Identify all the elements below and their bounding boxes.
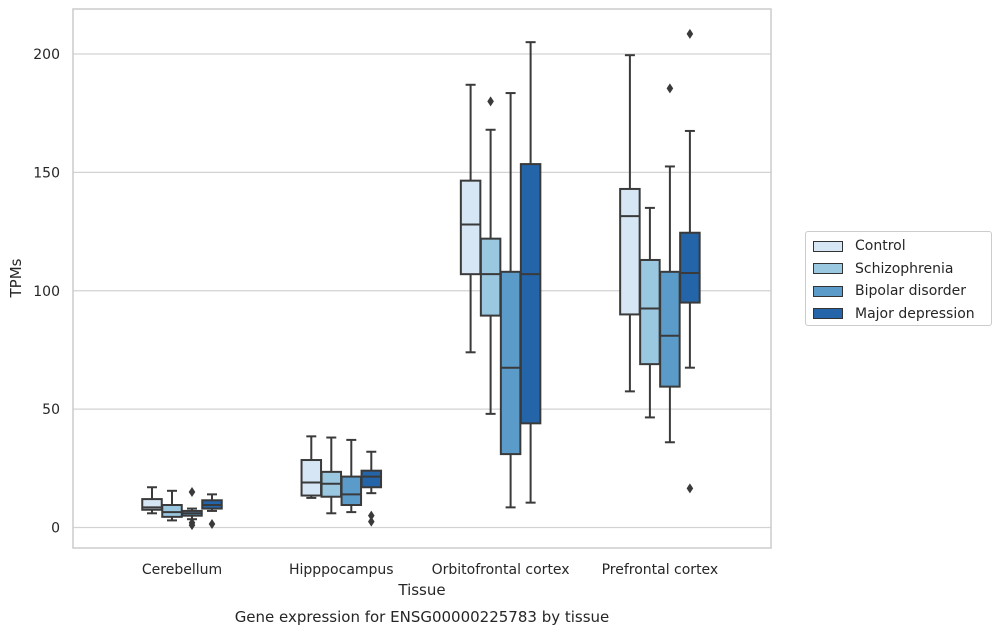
y-tick-label: 100 xyxy=(33,284,60,300)
x-tick-label: Prefrontal cortex xyxy=(602,562,719,578)
x-tick-label: Cerebellum xyxy=(142,562,222,578)
y-tick-label: 0 xyxy=(51,521,60,537)
legend-swatch xyxy=(813,263,843,275)
y-tick-label: 200 xyxy=(33,47,60,63)
box-bipolar-disorder xyxy=(659,83,681,444)
outlier-point xyxy=(368,510,375,521)
legend-item: Control xyxy=(813,235,991,258)
y-tick-label: 150 xyxy=(33,165,60,181)
box-iqr xyxy=(659,270,681,388)
y-tick-label: 50 xyxy=(42,402,60,418)
outlier-point xyxy=(188,520,196,531)
x-tick-label: Orbitofrontal cortex xyxy=(432,562,570,578)
box-schizophrenia xyxy=(161,489,183,522)
outlier-point xyxy=(208,518,216,529)
legend-swatch xyxy=(813,308,843,320)
x-axis-ticks: Cerebellum Hipppocampus Orbitofrontal cort… xyxy=(142,562,718,578)
box-major-depression xyxy=(679,28,701,494)
box-bipolar-disorder xyxy=(499,92,522,509)
outlier-point xyxy=(666,83,674,94)
legend-label: Control xyxy=(855,238,906,255)
box-iqr xyxy=(161,504,183,518)
box-iqr xyxy=(679,231,701,304)
chart-title: Gene expression for ENSG00000225783 by t… xyxy=(235,608,610,626)
box-iqr xyxy=(619,187,641,316)
plot-area-frame xyxy=(72,8,772,549)
box-control xyxy=(300,435,323,499)
legend-item: Schizophrenia xyxy=(813,258,991,281)
box-iqr xyxy=(459,179,482,276)
box-major-depression xyxy=(360,450,383,527)
outlier-point xyxy=(188,486,196,497)
box-iqr xyxy=(340,475,363,507)
legend: Control Schizophrenia Bipolar disorder Majo… xyxy=(805,231,992,326)
box-iqr xyxy=(479,237,502,317)
legend-item: Bipolar disorder xyxy=(813,280,991,303)
box-bipolar-disorder xyxy=(181,486,203,531)
y-axis-ticks: 0 50 100 150 200 xyxy=(33,47,60,537)
legend-label: Schizophrenia xyxy=(855,260,954,277)
box-major-depression xyxy=(519,41,542,504)
box-iqr xyxy=(639,258,661,366)
box-schizophrenia xyxy=(639,206,661,419)
box-iqr xyxy=(360,469,383,489)
outlier-point xyxy=(686,483,694,494)
x-axis-label: Tissue xyxy=(397,581,445,599)
outlier-point xyxy=(368,516,375,527)
legend-swatch xyxy=(813,285,843,297)
gridlines xyxy=(73,53,771,529)
box-schizophrenia xyxy=(320,436,343,515)
box-major-depression xyxy=(201,493,223,529)
box-plot-series xyxy=(141,28,701,531)
box-bipolar-disorder xyxy=(340,438,363,514)
y-axis-label: TPMs xyxy=(7,258,25,298)
outlier-point xyxy=(487,96,494,107)
legend-swatch xyxy=(813,240,843,252)
box-iqr xyxy=(499,270,522,456)
box-control xyxy=(619,54,641,393)
outlier-point xyxy=(686,28,694,39)
legend-label: Major depression xyxy=(855,305,975,322)
box-schizophrenia xyxy=(479,96,502,415)
box-control xyxy=(141,486,163,515)
x-tick-label: Hipppocampus xyxy=(289,562,394,578)
box-iqr xyxy=(300,459,323,497)
legend-item: Major depression xyxy=(813,303,991,326)
box-control xyxy=(459,83,482,354)
legend-label: Bipolar disorder xyxy=(855,283,967,300)
box-iqr xyxy=(519,163,542,425)
